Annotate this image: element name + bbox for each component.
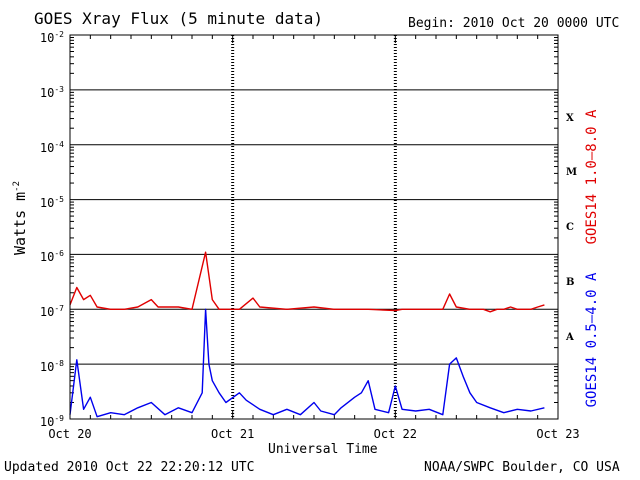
- chart-grid: [69, 34, 559, 420]
- y-tick-exp: -4: [54, 139, 64, 149]
- flare-class-m: M: [566, 167, 578, 179]
- legend-label-short: GOES14 0.5–4.0 A: [584, 272, 600, 408]
- y-tick-base: 10: [39, 140, 55, 155]
- y-tick-base: 10: [39, 195, 55, 210]
- y-tick-label: 10-9: [24, 413, 64, 428]
- chart-series-layer: [69, 251, 545, 418]
- y-tick-base: 10: [39, 31, 55, 45]
- y-axis-label: Watts m-2: [11, 181, 29, 255]
- y-tick-exp: -2: [54, 30, 64, 39]
- x-tick-label: Oct 22: [373, 427, 417, 441]
- flare-class-b: B: [566, 277, 575, 289]
- plot-frame: [69, 34, 559, 420]
- y-tick-label: 10-8: [24, 358, 64, 373]
- y-tick-exp: -8: [54, 359, 64, 369]
- chart-title: GOES Xray Flux (5 minute data): [34, 9, 323, 28]
- y-tick-base: 10: [39, 305, 55, 320]
- y-tick-base: 10: [39, 85, 55, 100]
- y-tick-exp: -7: [54, 304, 64, 314]
- y-tick-exp: -9: [54, 414, 64, 423]
- y-tick-exp: -3: [54, 84, 64, 94]
- begin-time: Begin: 2010 Oct 20 0000 UTC: [408, 16, 620, 31]
- y-tick-label: 10-5: [24, 194, 64, 209]
- credit-text: NOAA/SWPC Boulder, CO USA: [424, 460, 620, 475]
- flare-class-c: C: [566, 222, 574, 234]
- series-line-short: [69, 308, 545, 418]
- y-tick-label: 10-3: [24, 84, 64, 99]
- flare-class-x: X: [566, 112, 574, 124]
- legend-label-long: GOES14 1.0–8.0 A: [584, 109, 600, 245]
- y-tick-label: 10-2: [24, 29, 64, 44]
- y-tick-base: 10: [39, 250, 55, 265]
- series-line-long: [69, 251, 545, 313]
- y-tick-base: 10: [39, 360, 55, 375]
- y-tick-label: 10-4: [24, 139, 64, 154]
- y-tick-label: 10-7: [24, 303, 64, 318]
- y-tick-exp: -6: [54, 249, 64, 259]
- y-tick-exp: -5: [54, 194, 64, 204]
- x-tick-label: Oct 23: [536, 427, 580, 441]
- updated-timestamp: Updated 2010 Oct 22 22:20:12 UTC: [4, 460, 255, 475]
- y-axis-label-exp: -2: [12, 180, 22, 192]
- flare-class-a: A: [566, 331, 574, 343]
- y-tick-label: 10-6: [24, 248, 64, 263]
- x-tick-label: Oct 21: [210, 427, 255, 441]
- x-tick-label: Oct 20: [48, 427, 92, 441]
- y-tick-base: 10: [39, 415, 55, 429]
- x-axis-label: Universal Time: [268, 442, 378, 457]
